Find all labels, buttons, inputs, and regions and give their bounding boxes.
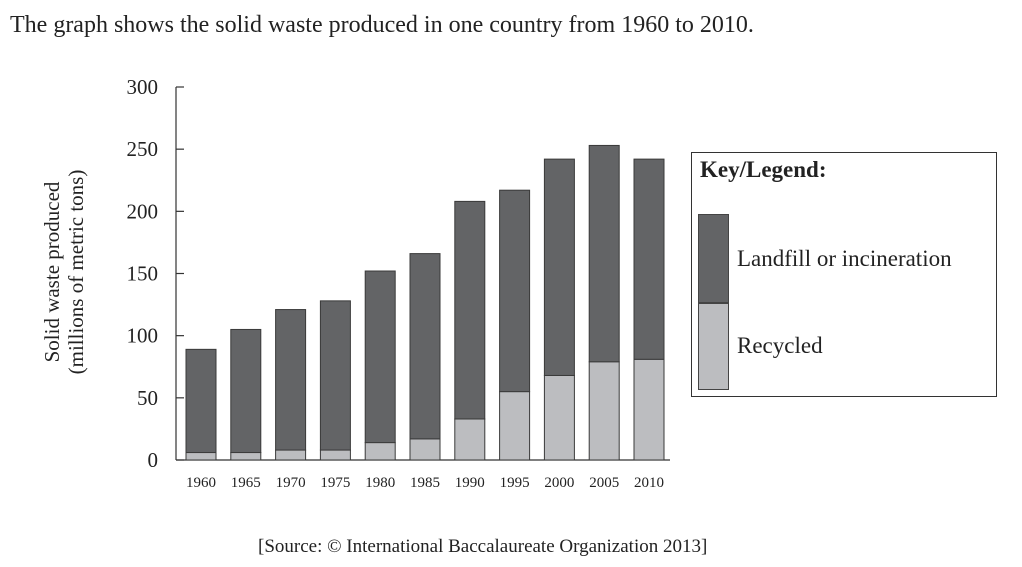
- y-tick-label: 0: [148, 448, 159, 472]
- bar-landfill-1990: [454, 200, 486, 420]
- bar-recycled-1960: [185, 452, 217, 461]
- x-tick-label: 2010: [634, 475, 664, 491]
- y-tick-label: 300: [127, 75, 159, 99]
- bar-landfill-1970: [275, 309, 307, 451]
- x-tick-label: 1960: [186, 475, 216, 491]
- legend-swatch-landfill: [698, 214, 729, 303]
- bar-recycled-1995: [499, 391, 531, 461]
- heading: The graph shows the solid waste produced…: [10, 12, 754, 38]
- bar-landfill-1960: [185, 348, 217, 454]
- bar-recycled-2010: [633, 358, 665, 461]
- bar-recycled-1965: [230, 452, 262, 461]
- x-tick-label: 2000: [544, 475, 574, 491]
- bar-landfill-1980: [364, 270, 396, 444]
- x-tick-label: 1985: [410, 475, 440, 491]
- x-tick-label: 1990: [455, 475, 485, 491]
- legend: Key/Legend: Landfill or incineration Rec…: [691, 152, 997, 397]
- bar-recycled-1985: [409, 438, 441, 461]
- legend-title: Key/Legend:: [700, 157, 827, 182]
- x-tick-label: 1980: [365, 475, 395, 491]
- bar-landfill-2010: [633, 158, 665, 360]
- y-tick-label: 50: [137, 386, 158, 410]
- bar-landfill-1975: [319, 300, 351, 451]
- legend-swatch-recycled: [698, 303, 729, 390]
- x-tick-label: 1970: [276, 475, 306, 491]
- bar-recycled-1970: [275, 449, 307, 461]
- legend-label-landfill: Landfill or incineration: [737, 246, 952, 271]
- bar-landfill-1965: [230, 328, 262, 454]
- bar-landfill-1995: [499, 189, 531, 393]
- bar-recycled-1990: [454, 418, 486, 461]
- bar-recycled-2000: [543, 374, 575, 461]
- x-tick-label: 2005: [589, 475, 619, 491]
- bar-recycled-2005: [588, 361, 620, 461]
- legend-label-recycled: Recycled: [737, 333, 823, 358]
- y-tick-label: 250: [127, 137, 159, 161]
- y-tick-label: 200: [127, 199, 159, 223]
- bar-landfill-1985: [409, 253, 441, 440]
- y-tick-label: 100: [127, 324, 159, 348]
- x-tick-label: 1965: [231, 475, 261, 491]
- x-tick-label: 1995: [500, 475, 530, 491]
- x-tick-label: 1975: [320, 475, 350, 491]
- y-tick-label: 150: [127, 262, 159, 286]
- bar-recycled-1980: [364, 442, 396, 461]
- source-note: [Source: © International Baccalaureate O…: [258, 536, 708, 557]
- bar-landfill-2000: [543, 158, 575, 376]
- bar-landfill-2005: [588, 144, 620, 363]
- bar-recycled-1975: [319, 449, 351, 461]
